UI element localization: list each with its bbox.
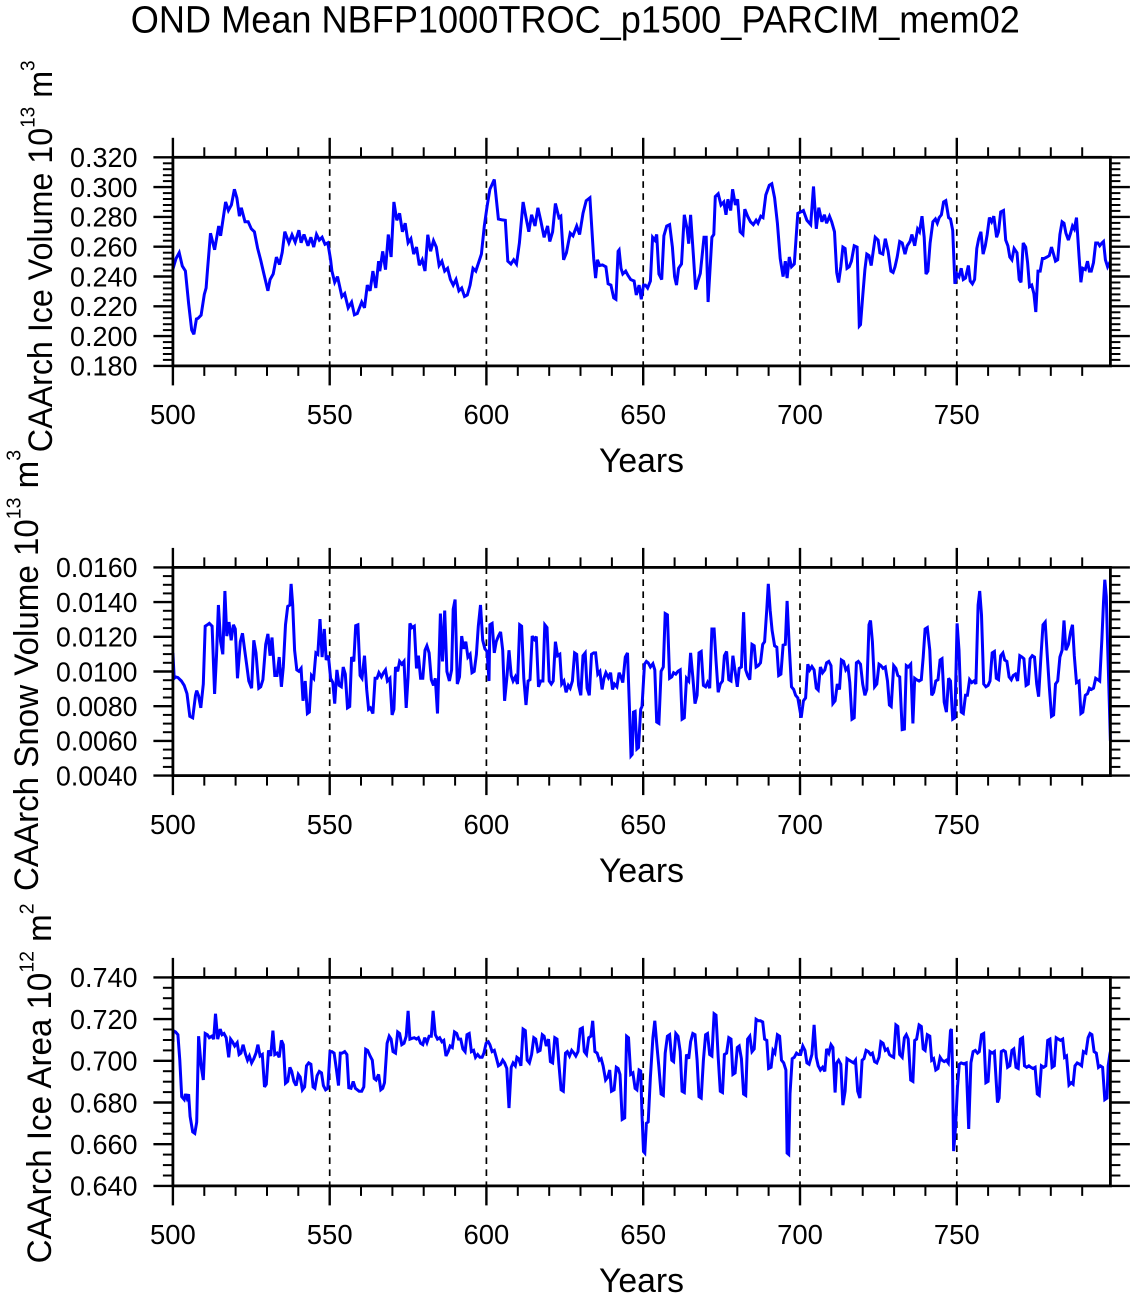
svg-text:0.220: 0.220 [70,291,138,322]
svg-text:650: 650 [620,1219,666,1250]
svg-text:0.0140: 0.0140 [56,587,138,618]
svg-text:550: 550 [307,399,353,430]
svg-text:600: 600 [464,809,510,840]
svg-text:Years: Years [599,442,684,480]
svg-text:0.280: 0.280 [70,202,138,233]
svg-text:0.180: 0.180 [70,351,138,382]
svg-text:0.0060: 0.0060 [56,726,138,757]
svg-text:750: 750 [934,809,980,840]
svg-text:CAArch Snow Volume 1013 m3: CAArch Snow Volume 1013 m3 [3,450,46,891]
svg-text:0.320: 0.320 [70,142,138,173]
svg-text:500: 500 [150,809,196,840]
svg-text:0.700: 0.700 [70,1046,138,1077]
svg-text:Years: Years [599,1262,684,1297]
svg-text:700: 700 [777,399,823,430]
svg-text:700: 700 [777,809,823,840]
svg-text:Years: Years [599,852,684,890]
svg-text:650: 650 [620,399,666,430]
svg-text:0.0160: 0.0160 [56,552,138,583]
svg-text:0.660: 0.660 [70,1129,138,1160]
svg-text:0.0080: 0.0080 [56,691,138,722]
svg-text:0.0120: 0.0120 [56,622,138,653]
svg-text:OND Mean NBFP1000TROC_p1500_PA: OND Mean NBFP1000TROC_p1500_PARCIM_mem02 [131,0,1020,42]
svg-text:0.240: 0.240 [70,261,138,292]
svg-text:0.740: 0.740 [70,962,138,993]
svg-text:0.260: 0.260 [70,232,138,263]
svg-text:500: 500 [150,1219,196,1250]
svg-text:650: 650 [620,809,666,840]
svg-text:500: 500 [150,399,196,430]
svg-text:750: 750 [934,1219,980,1250]
svg-text:0.640: 0.640 [70,1171,138,1202]
svg-text:0.680: 0.680 [70,1087,138,1118]
svg-text:600: 600 [464,1219,510,1250]
svg-text:0.200: 0.200 [70,321,138,352]
svg-text:0.0040: 0.0040 [56,760,138,791]
svg-text:750: 750 [934,399,980,430]
svg-text:600: 600 [464,399,510,430]
svg-text:550: 550 [307,809,353,840]
svg-text:0.0100: 0.0100 [56,656,138,687]
svg-text:700: 700 [777,1219,823,1250]
svg-text:550: 550 [307,1219,353,1250]
svg-text:0.720: 0.720 [70,1004,138,1035]
svg-text:0.300: 0.300 [70,172,138,203]
